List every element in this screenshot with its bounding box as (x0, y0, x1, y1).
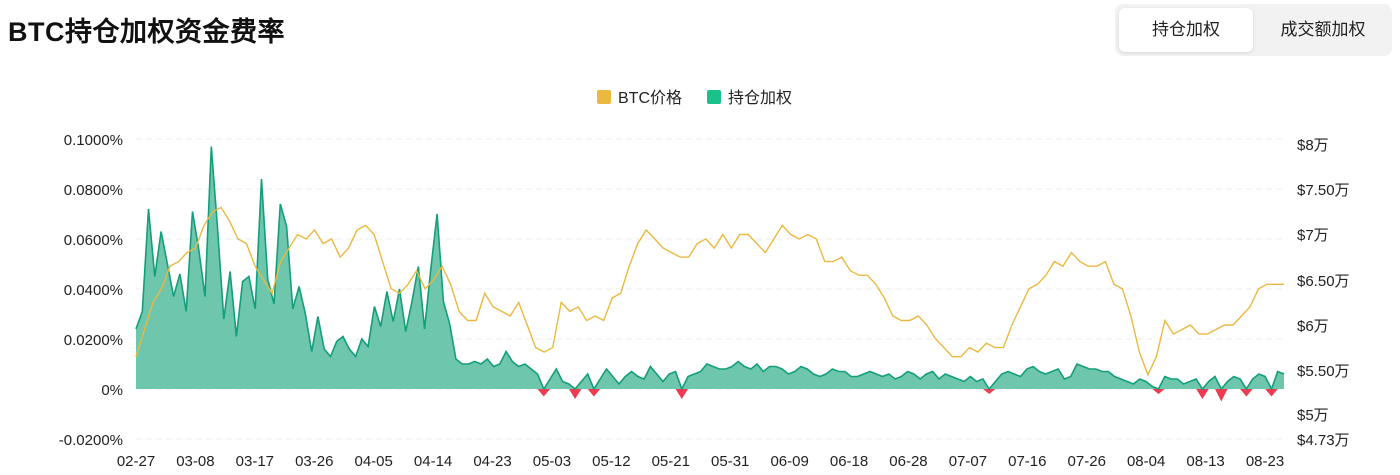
x-tick-label: 05-12 (592, 453, 630, 470)
tab-oi-weighted[interactable]: 持仓加权 (1119, 8, 1253, 52)
x-tick-label: 07-16 (1008, 453, 1046, 470)
legend-swatch (707, 90, 721, 104)
legend-label: 持仓加权 (728, 89, 792, 107)
x-tick-label: 08-23 (1246, 453, 1284, 470)
x-tick-label: 06-18 (830, 453, 868, 470)
funding-rate-area (136, 146, 1284, 389)
funding-rate-negative-area (136, 389, 1284, 402)
x-tick-label: 03-17 (236, 453, 274, 470)
x-tick-label: 04-14 (414, 453, 452, 470)
y-left-tick-label: 0.0400% (64, 282, 123, 299)
x-tick-label: 06-28 (889, 453, 927, 470)
legend-label: BTC价格 (618, 89, 682, 107)
x-tick-label: 08-04 (1127, 453, 1165, 470)
x-tick-label: 04-05 (354, 453, 392, 470)
y-right-tick-label: $5万 (1297, 407, 1329, 424)
x-tick-label: 03-08 (176, 453, 214, 470)
x-tick-label: 05-03 (533, 453, 571, 470)
y-right-tick-label: $4.73万 (1297, 432, 1350, 449)
y-right-tick-label: $7.50万 (1297, 182, 1350, 199)
x-tick-label: 05-21 (652, 453, 690, 470)
page-title: BTC持仓加权资金费率 (8, 17, 285, 47)
y-right-tick-label: $7万 (1297, 227, 1329, 244)
x-tick-label: 04-23 (473, 453, 511, 470)
y-left-tick-label: 0.0600% (64, 232, 123, 249)
y-right-tick-label: $8万 (1297, 137, 1329, 154)
funding-rate-line (135, 146, 1285, 392)
weighting-toggle: 持仓加权 成交额加权 (1115, 4, 1392, 56)
y-right-tick-label: $6.50万 (1297, 273, 1350, 290)
x-tick-label: 07-26 (1068, 453, 1106, 470)
y-right-tick-label: $6万 (1297, 318, 1329, 335)
x-tick-label: 05-31 (711, 453, 749, 470)
x-tick-label: 08-13 (1186, 453, 1224, 470)
x-tick-label: 07-07 (949, 453, 987, 470)
y-left-tick-label: 0.1000% (64, 132, 123, 149)
y-left-tick-label: 0% (101, 382, 123, 399)
btc-price-line (135, 206, 1284, 377)
y-left-tick-label: -0.0200% (59, 432, 123, 449)
x-tick-label: 02-27 (117, 453, 155, 470)
y-left-tick-label: 0.0800% (64, 182, 123, 199)
y-left-tick-label: 0.0200% (64, 332, 123, 349)
tab-volume-weighted[interactable]: 成交额加权 (1280, 20, 1366, 39)
y-right-tick-label: $5.50万 (1297, 363, 1350, 380)
x-tick-label: 03-26 (295, 453, 333, 470)
legend-swatch (597, 90, 611, 104)
x-tick-label: 06-09 (770, 453, 808, 470)
